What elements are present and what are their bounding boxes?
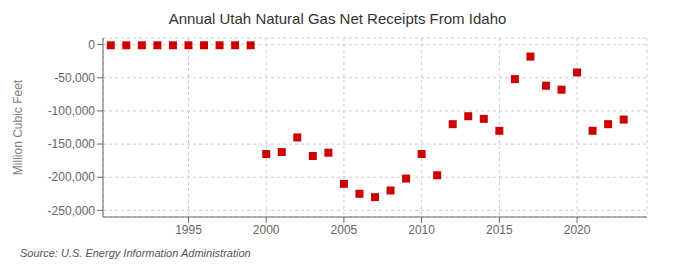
svg-text:0: 0 [88, 38, 95, 52]
svg-text:-150,000: -150,000 [48, 137, 96, 151]
svg-text:2000: 2000 [253, 223, 280, 237]
svg-text:2010: 2010 [408, 223, 435, 237]
svg-text:-250,000: -250,000 [48, 204, 96, 218]
svg-text:1995: 1995 [175, 223, 202, 237]
svg-text:-200,000: -200,000 [48, 170, 96, 184]
html-text:Annual Utah Natural Gas Net Re: Annual Utah Natural Gas Net Receipts Fro… [168, 10, 507, 27]
svg-text:-50,000: -50,000 [54, 71, 95, 85]
svg-text:2015: 2015 [486, 223, 513, 237]
svg-text:Million Cubic Feet: Million Cubic Feet [11, 79, 25, 175]
svg-text:2005: 2005 [331, 223, 358, 237]
svg-text:-100,000: -100,000 [48, 104, 96, 118]
html-text:Source: U.S. Energy Informatio: Source: U.S. Energy Information Administ… [20, 247, 251, 259]
svg-text:2020: 2020 [564, 223, 591, 237]
